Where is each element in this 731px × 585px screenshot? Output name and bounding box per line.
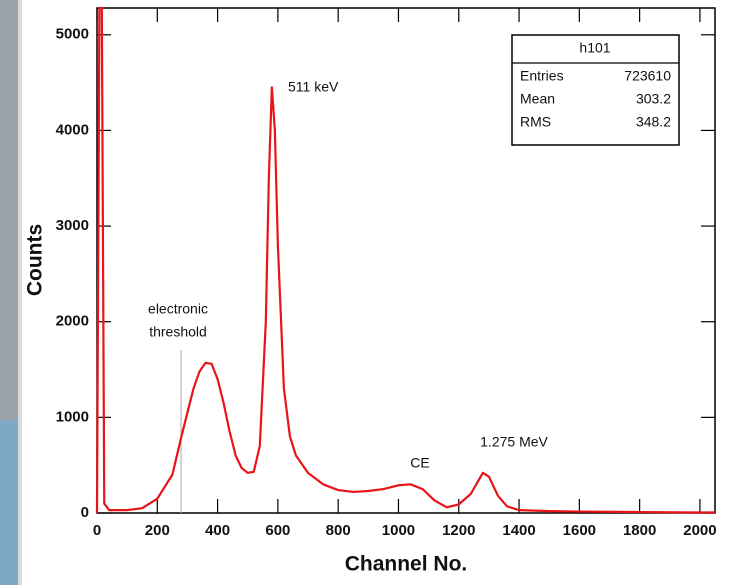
y-tick-label: 1000 (56, 408, 89, 425)
photo-edge (0, 420, 18, 585)
stats-label: Entries (520, 68, 564, 84)
stats-value: 723610 (624, 68, 671, 84)
x-tick-label: 0 (93, 522, 101, 539)
annotation: electronic (148, 301, 208, 317)
x-tick-label: 2000 (683, 522, 716, 539)
spectrum-line (95, 6, 715, 514)
stats-value: 303.2 (636, 91, 671, 107)
stats-value: 348.2 (636, 114, 671, 130)
y-tick-label: 4000 (56, 121, 89, 138)
y-tick-label: 2000 (56, 313, 89, 330)
stats-label: RMS (520, 114, 551, 130)
y-tick-label: 3000 (56, 217, 89, 234)
x-tick-label: 800 (326, 522, 351, 539)
x-tick-label: 200 (145, 522, 170, 539)
annotation: CE (410, 455, 429, 471)
x-tick-label: 1400 (502, 522, 535, 539)
x-tick-label: 600 (265, 522, 290, 539)
stats-frame (511, 34, 680, 146)
photo-edge (18, 0, 22, 585)
x-tick-label: 1200 (442, 522, 475, 539)
annotation: 511 keV (288, 79, 339, 95)
x-axis-label: Channel No. (345, 553, 468, 576)
stats-title: h101 (579, 40, 610, 56)
stats-label: Mean (520, 91, 555, 107)
x-tick-label: 1600 (563, 522, 596, 539)
x-tick-label: 400 (205, 522, 230, 539)
stats-box: h101 (511, 34, 680, 146)
y-axis-label: Counts (24, 224, 47, 296)
annotation: 1.275 MeV (480, 434, 548, 450)
y-tick-label: 5000 (56, 26, 89, 43)
y-tick-label: 0 (81, 504, 89, 521)
x-tick-label: 1800 (623, 522, 656, 539)
annotation: threshold (149, 324, 207, 340)
x-tick-label: 1000 (382, 522, 415, 539)
